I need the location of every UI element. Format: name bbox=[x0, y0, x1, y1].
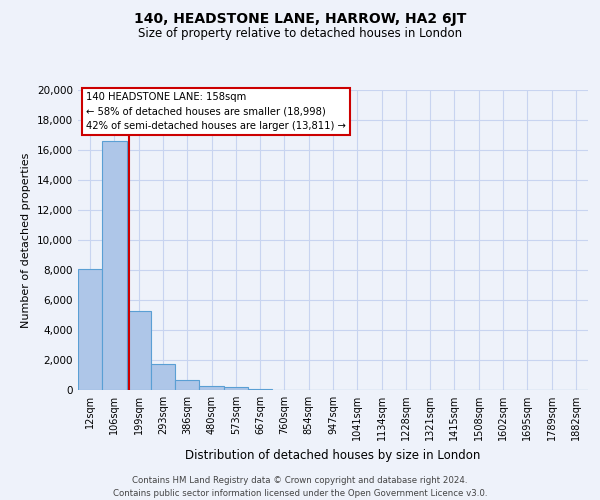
Bar bbox=[78, 268, 102, 390]
Bar bbox=[102, 141, 127, 390]
Text: 140 HEADSTONE LANE: 158sqm
← 58% of detached houses are smaller (18,998)
42% of : 140 HEADSTONE LANE: 158sqm ← 58% of deta… bbox=[86, 92, 346, 131]
Text: Size of property relative to detached houses in London: Size of property relative to detached ho… bbox=[138, 28, 462, 40]
Text: 140, HEADSTONE LANE, HARROW, HA2 6JT: 140, HEADSTONE LANE, HARROW, HA2 6JT bbox=[134, 12, 466, 26]
Bar bbox=[175, 380, 199, 390]
Bar bbox=[248, 388, 272, 390]
Y-axis label: Number of detached properties: Number of detached properties bbox=[22, 152, 31, 328]
Text: Contains HM Land Registry data © Crown copyright and database right 2024.
Contai: Contains HM Land Registry data © Crown c… bbox=[113, 476, 487, 498]
Bar bbox=[151, 364, 175, 390]
Bar bbox=[224, 387, 248, 390]
Bar bbox=[127, 310, 151, 390]
Bar bbox=[199, 386, 224, 390]
X-axis label: Distribution of detached houses by size in London: Distribution of detached houses by size … bbox=[185, 448, 481, 462]
